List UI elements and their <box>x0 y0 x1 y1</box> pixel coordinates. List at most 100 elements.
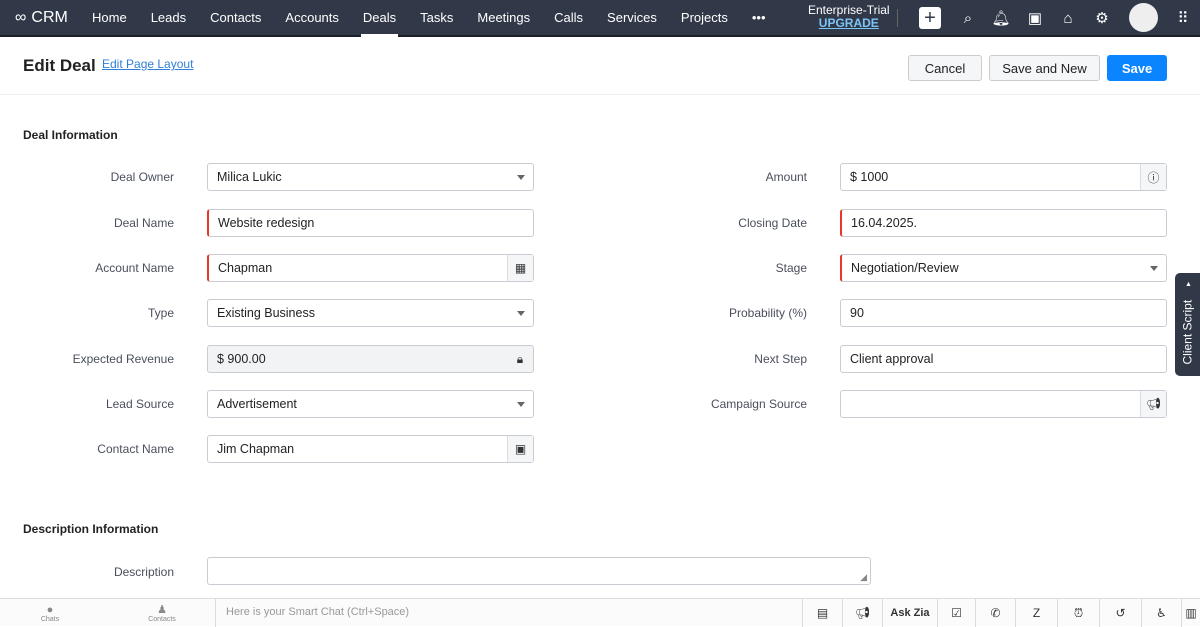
chevron-down-icon <box>517 175 525 184</box>
plus-icon[interactable]: + <box>919 7 941 29</box>
deal-owner-value: Milica Lukic <box>217 170 282 184</box>
search-icon[interactable]: ⌕ <box>963 9 973 27</box>
nav-[interactable]: ••• <box>751 10 766 25</box>
expected-revenue-input: $ 900.00 🔒︎ <box>207 345 534 373</box>
nav-deals[interactable]: Deals <box>351 0 408 37</box>
divider <box>897 9 898 27</box>
expected-revenue-value: $ 900.00 <box>217 352 266 366</box>
contact-name-label: Contact Name <box>97 442 174 456</box>
campaign-source-input[interactable]: 📢︎ <box>840 390 1167 418</box>
notepad-icon[interactable]: ▥ <box>1181 599 1200 627</box>
nav-accounts[interactable]: Accounts <box>285 10 339 25</box>
deal-name-value: Website redesign <box>218 216 315 230</box>
trial-label: Enterprise-Trial <box>808 3 890 17</box>
contacts-label: Contacts <box>148 616 176 623</box>
logo-text: CRM <box>31 9 68 26</box>
ask-zia-button[interactable]: Ask Zia <box>882 599 937 627</box>
client-script-label: Client Script <box>1180 299 1195 365</box>
chats-button[interactable]: ● Chats <box>35 599 65 627</box>
info-icon[interactable]: ⓘ <box>1140 164 1166 190</box>
stage-select[interactable]: Negotiation/Review <box>840 254 1167 282</box>
type-select[interactable]: Existing Business <box>207 299 534 327</box>
logo-icon: ∞ <box>15 9 27 26</box>
client-script-tab[interactable]: Client Script ▲ <box>1175 273 1200 376</box>
expected-revenue-label: Expected Revenue <box>72 352 174 366</box>
type-label: Type <box>147 306 174 320</box>
contacts-button[interactable]: ♟ Contacts <box>145 599 179 627</box>
nav-services[interactable]: Services <box>607 10 657 25</box>
main-nav: Home Leads Contacts Accounts Deals Tasks Meeti… <box>80 0 778 37</box>
nav-contacts[interactable]: Contacts <box>210 10 262 25</box>
building-icon[interactable]: ▦ <box>507 255 533 281</box>
probability-input[interactable]: 90 <box>840 299 1167 327</box>
amount-input[interactable]: $ 1000 ⓘ <box>840 163 1167 191</box>
closing-date-value: 16.04.2025. <box>851 216 918 230</box>
gear-icon[interactable]: ⚙ <box>1095 10 1109 27</box>
stage-label: Stage <box>775 261 807 275</box>
chevron-down-icon <box>1150 266 1158 275</box>
contact-name-value: Jim Chapman <box>217 442 295 456</box>
save-and-new-button[interactable]: Save and New <box>989 55 1100 81</box>
next-step-input[interactable]: Client approval <box>840 345 1167 373</box>
contact-card-icon[interactable]: ▣ <box>507 436 533 462</box>
smart-chat-input[interactable]: Here is your Smart Chat (Ctrl+Space) <box>215 599 801 627</box>
contact-name-input[interactable]: Jim Chapman ▣ <box>207 435 534 463</box>
page-title: Edit Deal <box>23 56 96 75</box>
phone-icon[interactable]: ✆ <box>975 599 1015 627</box>
upgrade-link[interactable]: UPGRADE <box>818 16 879 30</box>
alarm-icon[interactable]: ⏰︎ <box>1057 599 1099 627</box>
bottom-bar: ● Chats ♟ Contacts Here is your Smart Chat… <box>0 598 1200 627</box>
closing-date-label: Closing Date <box>738 216 807 230</box>
cancel-button[interactable]: Cancel <box>908 55 982 81</box>
crm-logo[interactable]: ∞ CRM <box>15 9 68 27</box>
stage-value: Negotiation/Review <box>851 261 959 275</box>
edit-page-layout-link[interactable]: Edit Page Layout <box>102 57 194 71</box>
nav-calls[interactable]: Calls <box>554 10 584 25</box>
lead-source-select[interactable]: Advertisement <box>207 390 534 418</box>
trial-info: Enterprise-Trial UPGRADE <box>808 4 890 30</box>
deal-owner-label: Deal Owner <box>110 170 174 184</box>
amount-value: $ 1000 <box>850 170 889 184</box>
section-title-description: Description Information <box>23 522 159 536</box>
amount-label: Amount <box>765 170 807 184</box>
lead-source-value: Advertisement <box>217 397 297 411</box>
description-textarea[interactable]: ◢ <box>207 557 871 585</box>
save-button[interactable]: Save <box>1107 55 1167 81</box>
nav-meetings[interactable]: Meetings <box>477 10 531 25</box>
probability-value: 90 <box>850 306 864 320</box>
avatar[interactable] <box>1129 3 1158 32</box>
next-step-value: Client approval <box>850 352 934 366</box>
calendar-icon[interactable]: ▣ <box>1027 10 1043 27</box>
marketplace-icon[interactable]: ⌂ <box>1063 9 1073 27</box>
lead-source-label: Lead Source <box>105 397 174 411</box>
resize-handle-icon[interactable]: ◢ <box>860 572 867 582</box>
history-icon[interactable]: ↺ <box>1099 599 1141 627</box>
notes-icon[interactable]: ▤ <box>802 599 842 627</box>
closing-date-input[interactable]: 16.04.2025. <box>840 209 1167 237</box>
megaphone-icon[interactable]: 📢︎ <box>1140 391 1166 417</box>
chevron-down-icon <box>517 402 525 411</box>
person-icon: ♟ <box>157 604 167 616</box>
type-value: Existing Business <box>217 306 315 320</box>
activity-icon[interactable]: ☑ <box>937 599 975 627</box>
section-title-deal: Deal Information <box>23 128 118 142</box>
nav-tasks[interactable]: Tasks <box>420 10 454 25</box>
chats-label: Chats <box>40 615 60 623</box>
account-name-value: Chapman <box>218 261 273 275</box>
account-name-label: Account Name <box>95 261 174 275</box>
deal-name-input[interactable]: Website redesign <box>207 209 534 237</box>
campaign-source-label: Campaign Source <box>710 397 807 411</box>
accessibility-icon[interactable]: ♿︎ <box>1141 599 1181 627</box>
top-navbar: ∞ CRM Home Leads Contacts Accounts Deals Tasks… <box>0 0 1200 37</box>
page-header: Edit Deal Edit Page Layout Cancel Save a… <box>0 39 1200 95</box>
zia-icon[interactable]: Z <box>1015 599 1057 627</box>
probability-label: Probability (%) <box>728 306 807 320</box>
nav-leads[interactable]: Leads <box>150 10 187 25</box>
deal-owner-select[interactable]: Milica Lukic <box>207 163 534 191</box>
nav-projects[interactable]: Projects <box>680 10 728 25</box>
bell-icon[interactable]: 🔔︎ <box>991 10 1011 27</box>
apps-grid-icon[interactable]: ⠿ <box>1177 10 1189 27</box>
nav-home[interactable]: Home <box>92 10 127 25</box>
megaphone-icon[interactable]: 📢︎ <box>842 599 882 627</box>
account-name-input[interactable]: Chapman ▦ <box>207 254 534 282</box>
